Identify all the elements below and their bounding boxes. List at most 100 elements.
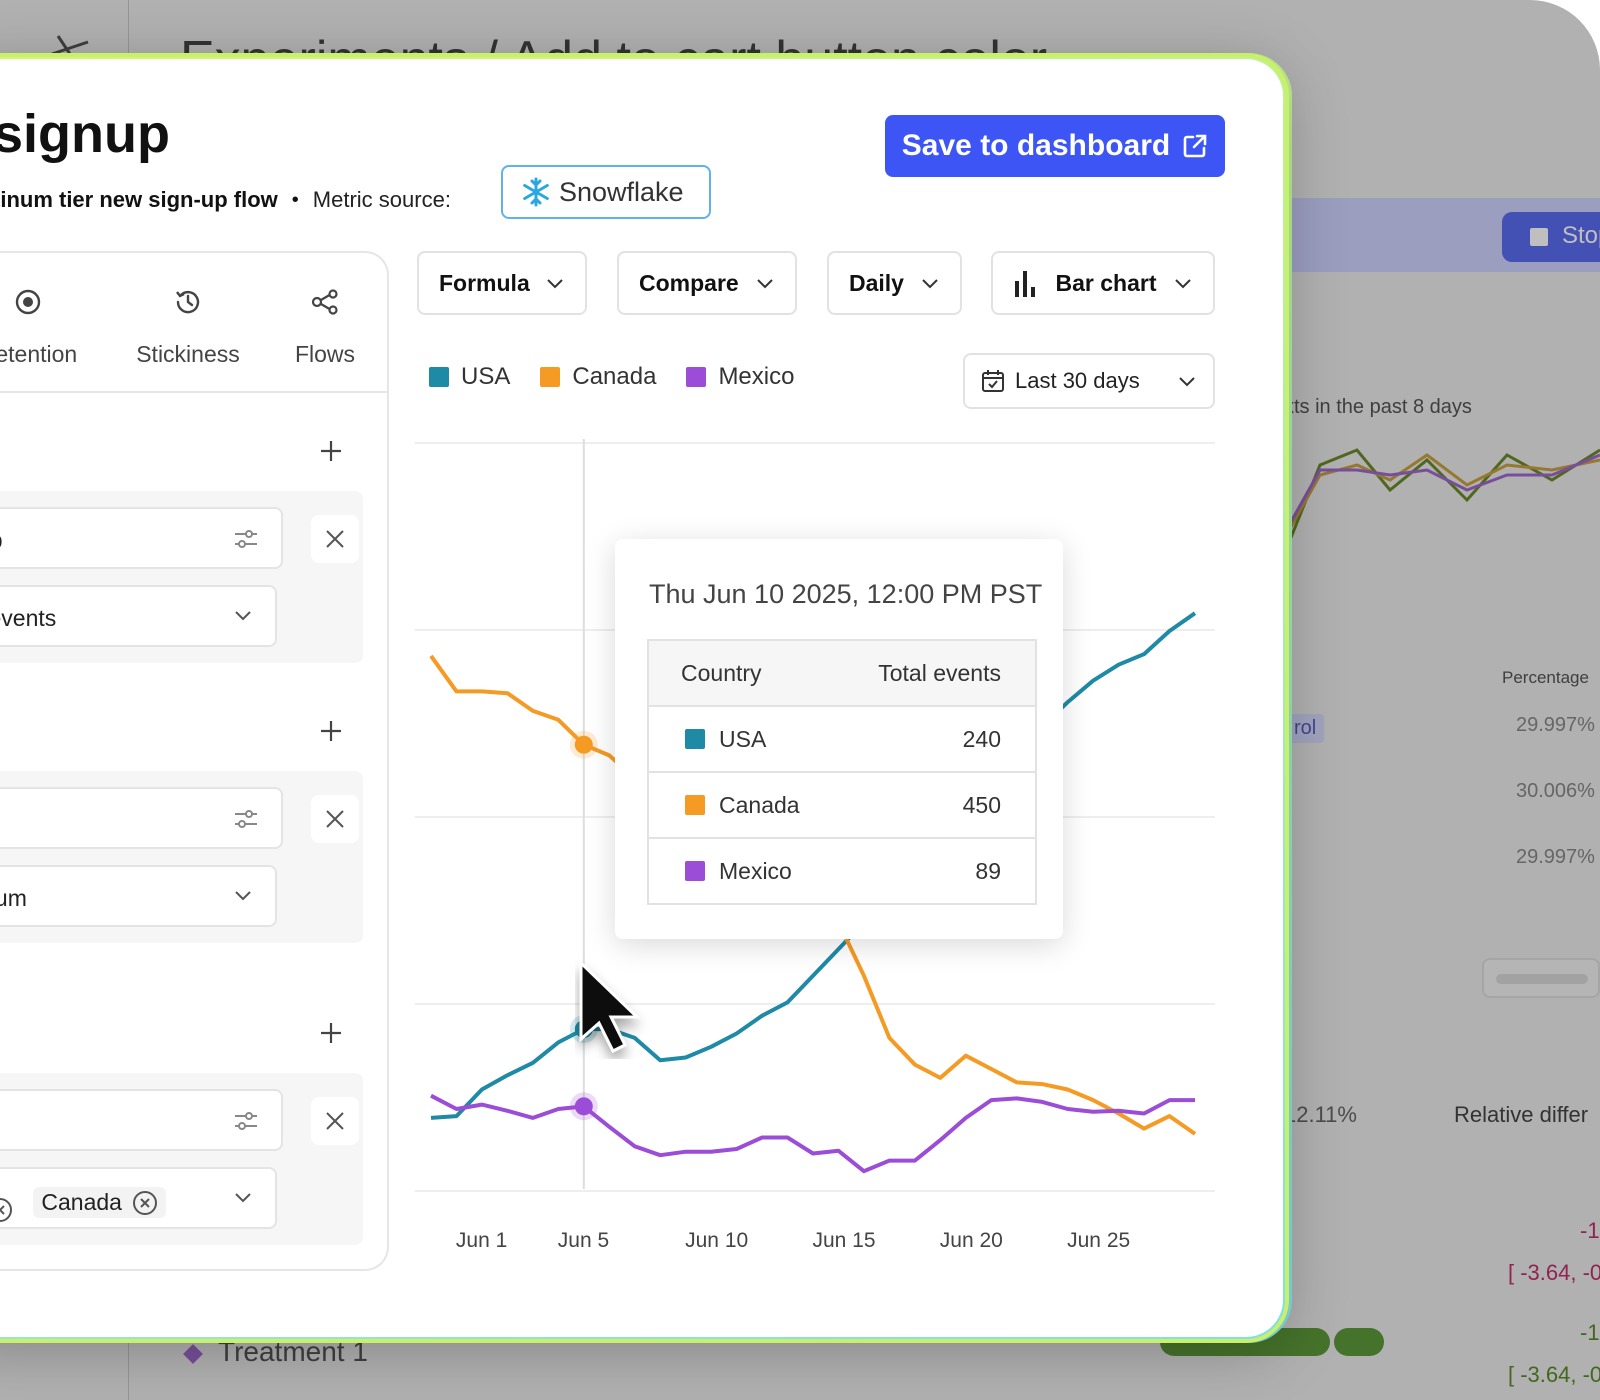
remove-segment-button[interactable] [311,1097,359,1145]
chevron-down-icon [922,279,938,289]
bg-note: xts in the past 8 days [1284,396,1472,418]
chevron-down-icon [235,891,251,901]
segment-values-select[interactable]: Canada [0,1167,277,1229]
x-tick-label: Jun 15 [812,1229,876,1252]
sliders-icon[interactable] [233,527,259,551]
legend-item-usa[interactable]: USA [429,363,510,391]
bg-percentage: 30.006% [1516,780,1595,802]
save-to-dashboard-button[interactable]: Save to dashboard [885,115,1225,177]
tab-flows[interactable]: Flows [275,287,375,368]
bg-red-range: [ -3.64, -0 [1508,1260,1600,1285]
formula-dropdown[interactable]: Formula [417,251,587,315]
bg-percentage: 29.997% [1516,714,1595,736]
x-tick-label: Jun 5 [557,1229,610,1252]
metric-source-badge[interactable]: Snowflake [501,165,711,219]
series-line-mexico[interactable] [430,1093,1195,1174]
legend-item-canada[interactable]: Canada [540,363,656,391]
stop-icon [1530,228,1548,246]
chevron-down-icon [757,279,773,289]
close-icon [326,810,344,828]
interval-label: Daily [849,269,904,296]
measure-select[interactable]: l events [0,585,277,647]
bg-sparkline [1262,448,1600,539]
bar-chart-icon [1015,271,1035,297]
save-label: Save to dashboard [901,129,1171,162]
series-line-usa[interactable] [430,611,1197,1120]
value-chip: Canada [33,1187,166,1218]
metric-source-label: Metric source: [312,187,451,212]
bg-control-badge: rol [1286,714,1325,743]
table-row: Canada 450 [648,772,1036,839]
add-icon[interactable] [319,1021,343,1045]
bg-green-range: [ -3.64, -0 [1508,1362,1600,1387]
remove-event-button[interactable] [311,515,359,563]
series-swatch [685,860,705,881]
legend-swatch [686,367,707,387]
external-link-icon [1183,134,1207,158]
tooltip-col-country: Country [648,640,821,707]
query-builder-panel: Retention Stickiness Flows up l events [0,251,389,1271]
bg-relative-header: Relative differ [1454,1102,1589,1127]
series-swatch [685,794,705,815]
formula-label: Formula [439,269,530,296]
add-icon[interactable] [319,719,343,743]
chart-tooltip: Thu Jun 10 2025, 12:00 PM PST Country To… [615,539,1063,939]
highlight-point-mexico[interactable] [574,1097,593,1116]
date-range-label: Last 30 days [1015,368,1140,393]
legend-item-mexico[interactable]: Mexico [686,363,794,391]
interval-dropdown[interactable]: Daily [827,251,962,315]
chevron-down-icon [547,279,563,289]
sliders-icon[interactable] [233,807,259,831]
bg-interval-bar [1334,1328,1384,1356]
remove-chip-icon[interactable] [132,1190,158,1216]
chevron-down-icon [1179,377,1195,387]
x-tick-label: Jun 10 [685,1229,749,1252]
remove-chip-icon[interactable] [0,1197,13,1223]
chart-modal: signup tinum tier new sign-up flow • Met… [0,56,1286,1340]
subtitle: tinum tier new sign-up flow • Metric sou… [0,187,451,213]
bg-placeholder-pill [1482,958,1600,998]
remove-filter-button[interactable] [311,795,359,843]
table-row: Mexico 89 [648,838,1036,904]
highlight-point-canada[interactable] [574,735,593,754]
sliders-icon[interactable] [233,1109,259,1133]
x-tick-label: Jun 1 [455,1229,508,1252]
bg-red-value: -1. [1580,1218,1600,1243]
flow-name: tinum tier new sign-up flow [0,187,278,212]
add-icon[interactable] [319,439,343,463]
chart-type-dropdown[interactable]: Bar chart [991,251,1215,315]
chevron-down-icon [1175,279,1191,289]
snowflake-icon [523,177,549,207]
stop-button[interactable]: Stop [1502,212,1600,262]
tooltip-title: Thu Jun 10 2025, 12:00 PM PST [649,579,1043,609]
calendar-icon [982,370,1004,392]
bg-percentage: 29.997% [1516,846,1595,868]
retention-icon [15,289,41,315]
property-select[interactable] [0,787,283,849]
page-title: signup [0,104,170,164]
x-tick-label: Jun 25 [1067,1229,1131,1252]
event-group: up l events [0,491,363,663]
series-swatch [685,728,705,749]
bg-green-value: -1. [1580,1320,1600,1345]
close-icon [326,530,344,548]
filter-group: inum [0,771,363,943]
segment-property-select[interactable] [0,1089,283,1151]
tab-stickiness[interactable]: Stickiness [113,287,263,368]
close-icon [326,1112,344,1130]
tab-retention[interactable]: Retention [0,287,107,368]
mouse-cursor-icon [579,959,641,1054]
event-select[interactable]: up [0,507,283,569]
tooltip-col-total: Total events [820,640,1036,707]
chart-legend: USA Canada Mexico [429,363,794,391]
legend-swatch [429,367,449,387]
stop-label: Stop [1562,222,1600,249]
separator: • [291,188,299,211]
chevron-down-icon [235,611,251,621]
compare-dropdown[interactable]: Compare [617,251,797,315]
bg-metric-value: 12.11% [1284,1102,1357,1127]
value-chip [0,1197,13,1223]
source-name: Snowflake [559,176,684,207]
value-select[interactable]: inum [0,865,277,927]
date-range-dropdown[interactable]: Last 30 days [963,353,1215,409]
